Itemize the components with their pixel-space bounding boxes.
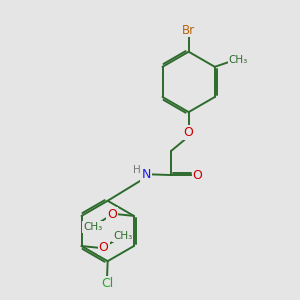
Text: N: N: [141, 168, 151, 181]
Text: O: O: [107, 208, 117, 220]
Text: O: O: [99, 242, 109, 254]
Text: O: O: [193, 169, 202, 182]
Text: O: O: [184, 126, 194, 139]
Text: CH₃: CH₃: [83, 222, 102, 232]
Text: Br: Br: [182, 23, 195, 37]
Text: CH₃: CH₃: [113, 231, 132, 241]
Text: H: H: [133, 164, 140, 175]
Text: Cl: Cl: [101, 277, 113, 290]
Text: CH₃: CH₃: [229, 55, 248, 65]
